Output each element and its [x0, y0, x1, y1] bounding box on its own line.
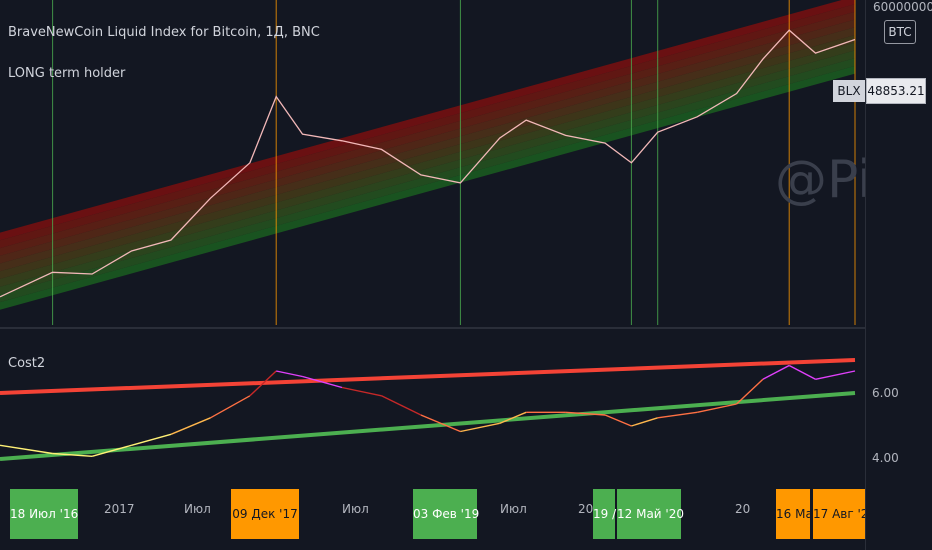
cost2-segment	[657, 411, 698, 419]
date-badge: 16 Мар '21	[776, 489, 810, 539]
price-band	[0, 50, 855, 295]
cost2-segment	[91, 444, 132, 457]
date-badge: 09 Дек '17	[231, 489, 299, 539]
cost2-segment	[52, 452, 93, 457]
price-line	[0, 29, 856, 298]
lower-pane-title[interactable]: Cost2	[8, 356, 46, 371]
scale-top-value: 60000000.00	[873, 0, 932, 14]
cost2-segment	[499, 411, 527, 424]
cost2-segment	[276, 370, 303, 378]
cost2-segment	[131, 433, 172, 446]
date-badge: 19 /	[593, 489, 616, 539]
currency-button[interactable]: BTC	[884, 20, 916, 44]
indicator-label[interactable]: LONG term holder	[8, 66, 126, 81]
cost2-segment	[0, 444, 53, 455]
upper-channel-line	[0, 358, 856, 395]
price-band	[0, 35, 855, 279]
chart-title[interactable]: BraveNewCoin Liquid Index for Bitcoin, 1…	[8, 25, 320, 40]
pane-divider[interactable]	[0, 327, 932, 329]
price-band	[0, 58, 855, 303]
price-band	[0, 0, 855, 241]
price-band	[0, 4, 855, 249]
x-tick-label: 2017	[104, 502, 135, 516]
price-band	[0, 19, 855, 264]
cost2-segment	[815, 370, 856, 380]
x-tick-label: 20	[735, 502, 751, 516]
cost2-segment	[788, 364, 816, 380]
price-band	[0, 42, 855, 287]
lower-channel-line	[0, 391, 856, 461]
cost2-segment	[420, 414, 461, 433]
cost2-segment	[565, 411, 606, 416]
x-tick-label: Июл	[184, 502, 211, 516]
date-badge: 12 Май '20	[617, 489, 684, 539]
x-tick-label: Июл	[500, 502, 527, 516]
date-badge: 03 Фев '19	[413, 489, 479, 539]
cost2-segment	[249, 370, 277, 397]
cost2-segment	[697, 403, 737, 413]
price-chart[interactable]	[0, 0, 865, 550]
date-badge: 18 Июл '16	[10, 489, 78, 539]
symbol-tag: BLX	[833, 80, 865, 102]
cost2-segment	[302, 375, 343, 389]
cost2-segment	[762, 364, 790, 380]
cost2-segment	[170, 417, 211, 435]
cost2-segment	[381, 395, 422, 416]
cost2-segment	[736, 378, 764, 405]
cost2-segment	[210, 395, 251, 419]
price-band	[0, 27, 855, 272]
price-band	[0, 11, 855, 256]
chart-area[interactable]	[0, 0, 865, 550]
tick-label: 4.00	[872, 451, 899, 465]
last-price-tag: 48853.21	[866, 78, 926, 104]
x-tick-label: Июл	[342, 502, 369, 516]
cost2-segment	[604, 414, 632, 427]
date-badge: 17 Авг '2	[813, 489, 865, 539]
cost2-segment	[460, 422, 500, 433]
price-band	[0, 65, 855, 310]
tick-label: 6.00	[872, 386, 899, 400]
cost2-segment	[341, 386, 382, 397]
x-tick-label: 20	[578, 502, 594, 516]
cost2-segment	[631, 417, 658, 427]
